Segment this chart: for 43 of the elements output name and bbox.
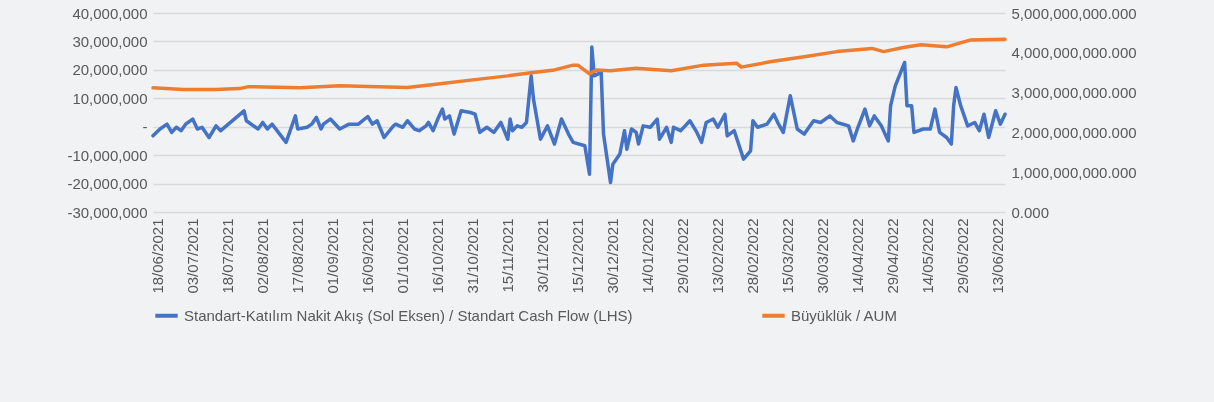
y-tick-label: -10,000,000 bbox=[67, 146, 148, 164]
x-tick-label: 30/11/2021 bbox=[534, 218, 552, 293]
x-tick-label: 30/12/2021 bbox=[604, 218, 622, 294]
x-tick-label: 29/05/2022 bbox=[954, 218, 972, 294]
x-tick-label: 18/07/2021 bbox=[219, 218, 237, 294]
x-tick-label: 03/07/2021 bbox=[184, 218, 202, 294]
y-tick-label: -30,000,000 bbox=[67, 203, 148, 221]
line-series bbox=[151, 45, 1007, 185]
legend-label: Standart-Katılım Nakit Akış (Sol Eksen) / Standart Cash Flow (LHS) bbox=[184, 306, 633, 324]
x-tick-label: 13/02/2022 bbox=[709, 218, 727, 294]
x-tick-label: 29/01/2022 bbox=[674, 218, 692, 294]
x-tick-label: 17/08/2021 bbox=[289, 218, 307, 294]
y-tick-label: -20,000,000 bbox=[67, 175, 148, 193]
y-tick-label: 40,000,000 bbox=[72, 4, 148, 22]
x-tick-label: 13/06/2022 bbox=[989, 218, 1007, 294]
y2-tick-label: 0.000 bbox=[1011, 203, 1050, 221]
y-tick-label: 10,000,000 bbox=[72, 89, 148, 107]
y-tick-label: 20,000,000 bbox=[72, 61, 148, 79]
x-tick-label: 02/08/2021 bbox=[254, 218, 272, 294]
x-tick-label: 16/09/2021 bbox=[359, 218, 377, 294]
x-tick-label: 14/04/2022 bbox=[849, 218, 867, 294]
y-tick-label: 30,000,000 bbox=[72, 32, 148, 50]
line-series bbox=[151, 37, 1007, 92]
x-tick-label: 30/03/2022 bbox=[814, 218, 832, 294]
y2-tick-label: 5,000,000,000.000 bbox=[1011, 4, 1137, 22]
y2-tick-label: 4,000,000,000.000 bbox=[1011, 44, 1137, 62]
x-tick-label: 01/10/2021 bbox=[394, 218, 412, 294]
y-tick-label: - bbox=[142, 118, 148, 136]
x-tick-label: 28/02/2022 bbox=[744, 218, 762, 294]
x-tick-label: 18/06/2021 bbox=[149, 218, 167, 294]
x-tick-label: 14/01/2022 bbox=[639, 218, 657, 294]
y2-tick-label: 2,000,000,000.000 bbox=[1011, 123, 1137, 141]
x-tick-label: 15/03/2022 bbox=[779, 218, 797, 294]
legend-label: Büyüklük / AUM bbox=[791, 306, 897, 324]
x-tick-label: 31/10/2021 bbox=[464, 218, 482, 294]
x-tick-label: 15/12/2021 bbox=[569, 218, 587, 294]
x-tick-label: 14/05/2022 bbox=[919, 218, 937, 294]
x-tick-label: 15/11/2021 bbox=[499, 218, 517, 293]
x-tick-label: 16/10/2021 bbox=[429, 218, 447, 294]
y2-tick-label: 3,000,000,000.000 bbox=[1011, 84, 1137, 102]
y2-tick-label: 1,000,000,000.000 bbox=[1011, 163, 1137, 181]
x-tick-label: 01/09/2021 bbox=[324, 218, 342, 294]
x-tick-label: 29/04/2022 bbox=[884, 218, 902, 294]
